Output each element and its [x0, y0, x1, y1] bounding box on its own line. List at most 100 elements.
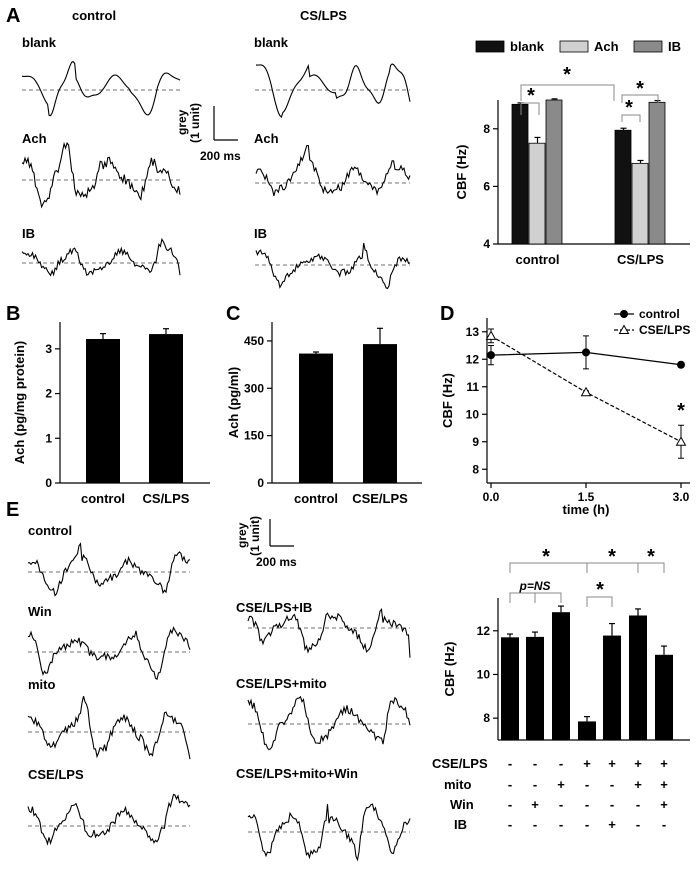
a-sig-bracket-4	[621, 114, 641, 122]
e-condition-mark: +	[531, 797, 539, 812]
d-y-tick-label: 11	[466, 380, 479, 394]
e-condition-mark: -	[585, 777, 589, 792]
trace-label-e-win: Win	[28, 604, 52, 619]
a-sig-bracket-3	[621, 94, 659, 103]
e-condition-mark: -	[662, 817, 666, 832]
e-bar	[526, 636, 544, 740]
trace-e-win	[27, 626, 191, 681]
e-sig-mark: p=NS	[518, 579, 550, 593]
e-condition-mark: +	[634, 777, 642, 792]
trace-label-e-cselps: CSE/LPS	[28, 767, 84, 782]
a-sig-mark: *	[527, 85, 535, 107]
panel-a-control-title: control	[72, 8, 116, 23]
e-condition-label: IB	[454, 817, 467, 832]
a-category-label: CS/LPS	[617, 252, 664, 267]
trace-label-a-control-ach: Ach	[22, 131, 47, 146]
a-bar	[648, 101, 666, 245]
e-condition-mark: -	[533, 777, 537, 792]
scale-a-unit-label: grey	[175, 109, 189, 135]
trace-label-a-cslps-ach: Ach	[254, 131, 279, 146]
e-condition-mark: +	[634, 756, 642, 771]
trace-a-cslps-ach	[255, 144, 411, 197]
scale-bar-a: grey (1 unit) 200 ms	[175, 103, 241, 163]
b-y-tick-label: 3	[45, 342, 52, 356]
e-condition-mark: -	[533, 756, 537, 771]
c-y-tick-label: 0	[257, 476, 264, 490]
d-legend-label: control	[639, 307, 680, 321]
scale-e-time: 200 ms	[256, 555, 297, 569]
e-y-tick-label: 12	[477, 624, 491, 638]
c-y-tick-label: 300	[244, 381, 264, 395]
panel-e-bar-chart: 8 10 12 CBF (Hz) CSE/LPS - - - + + + + mito - - + - - + + Wi…	[432, 546, 690, 832]
a-y-tick-label: 8	[483, 122, 490, 136]
e-condition-mark: -	[533, 817, 537, 832]
e-bar	[501, 637, 519, 740]
d-point	[487, 351, 495, 360]
e-condition-mark: -	[559, 756, 563, 771]
e-condition-mark: -	[636, 797, 640, 812]
c-category-label: control	[294, 491, 338, 506]
trace-label-a-cslps-blank: blank	[254, 35, 289, 50]
d-x-tick-label: 0.0	[483, 490, 500, 504]
e-sig-mark: *	[596, 579, 604, 601]
d-point	[580, 386, 592, 397]
e-condition-mark: -	[508, 817, 512, 832]
trace-label-a-control-ib: IB	[22, 226, 35, 241]
e-condition-mark: -	[559, 797, 563, 812]
trace-label-e-control: control	[28, 523, 72, 538]
d-legend-marker	[620, 310, 628, 318]
e-bar	[603, 635, 621, 740]
a-sig-mark: *	[625, 97, 633, 119]
panel-d-line-chart: 8 9 10 11 12 13 0.0 1.5 3.0 time (h) CBF (Hz) contr…	[440, 307, 690, 517]
panel-letter-b: B	[6, 303, 20, 325]
b-bar	[149, 334, 183, 483]
trace-e-cselps	[27, 793, 191, 846]
scale-e-unit-label: grey	[235, 522, 249, 548]
b-bar	[86, 338, 120, 483]
d-y-axis-label: CBF (Hz)	[440, 373, 455, 428]
scale-bar-e: grey (1 unit) 200 ms	[235, 516, 297, 569]
d-point	[485, 330, 497, 340]
scale-a-unit-value: (1 unit)	[188, 103, 202, 143]
d-legend-label: CSE/LPS	[639, 323, 690, 337]
c-y-tick-label: 150	[244, 429, 264, 443]
e-condition-mark: -	[585, 797, 589, 812]
e-sig-mark: *	[542, 546, 550, 568]
trace-e-mito	[27, 696, 191, 760]
trace-label-e-cselps-mito-win: CSE/LPS+mito+Win	[236, 766, 358, 781]
trace-e-cselps-mito	[247, 695, 411, 751]
a-category-label: control	[515, 252, 559, 267]
d-y-tick-label: 13	[466, 325, 480, 339]
e-condition-label: mito	[444, 777, 472, 792]
a-bar	[528, 142, 546, 245]
a-legend-swatch	[559, 40, 589, 53]
e-sig-mark: *	[608, 546, 616, 568]
e-y-tick-label: 8	[483, 711, 490, 725]
e-sig-bracket-4	[586, 596, 613, 607]
trace-a-cslps-ib	[255, 242, 411, 290]
d-x-tick-label: 1.5	[578, 490, 595, 504]
scale-e-unit-value: (1 unit)	[248, 516, 262, 556]
c-bar	[299, 353, 333, 483]
panel-letter-c: C	[226, 303, 240, 325]
scale-a-time: 200 ms	[200, 149, 241, 163]
panel-letter-d: D	[440, 303, 454, 325]
trace-e-cselps-ib	[247, 608, 411, 658]
a-legend-label: IB	[668, 39, 681, 54]
trace-a-cslps-blank	[256, 63, 411, 119]
a-bar	[511, 103, 529, 245]
a-sig-bracket-1	[520, 84, 615, 101]
d-y-tick-label: 9	[472, 435, 479, 449]
c-bar	[363, 344, 397, 483]
e-bar	[629, 615, 647, 740]
a-bar	[631, 162, 649, 245]
e-condition-label: CSE/LPS	[432, 756, 488, 771]
e-y-tick-label: 10	[477, 667, 491, 681]
d-y-tick-label: 8	[472, 462, 479, 476]
d-point	[582, 348, 590, 357]
c-category-label: CSE/LPS	[352, 491, 408, 506]
a-sig-bracket-2	[520, 102, 540, 115]
e-y-axis-label: CBF (Hz)	[442, 642, 457, 697]
panel-e-traces	[27, 542, 411, 862]
d-x-axis-label: time (h)	[563, 502, 610, 517]
